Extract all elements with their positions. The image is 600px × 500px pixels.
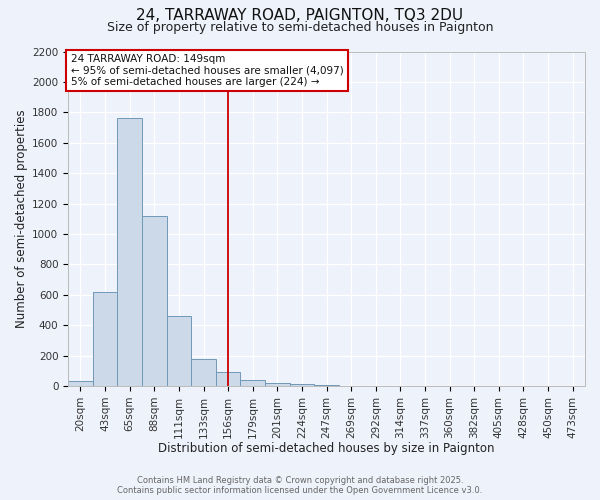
Bar: [314, 385, 339, 386]
Bar: [93, 292, 118, 386]
Text: 24 TARRAWAY ROAD: 149sqm
← 95% of semi-detached houses are smaller (4,097)
5% of: 24 TARRAWAY ROAD: 149sqm ← 95% of semi-d…: [71, 54, 343, 87]
Bar: [191, 358, 216, 386]
Bar: [290, 384, 314, 386]
Text: 24, TARRAWAY ROAD, PAIGNTON, TQ3 2DU: 24, TARRAWAY ROAD, PAIGNTON, TQ3 2DU: [136, 8, 464, 22]
Y-axis label: Number of semi-detached properties: Number of semi-detached properties: [15, 110, 28, 328]
Bar: [68, 382, 93, 386]
Bar: [265, 383, 290, 386]
Text: Size of property relative to semi-detached houses in Paignton: Size of property relative to semi-detach…: [107, 21, 493, 34]
Bar: [241, 380, 265, 386]
Bar: [216, 372, 241, 386]
Bar: [118, 118, 142, 386]
Bar: [142, 216, 167, 386]
X-axis label: Distribution of semi-detached houses by size in Paignton: Distribution of semi-detached houses by …: [158, 442, 495, 455]
Text: Contains HM Land Registry data © Crown copyright and database right 2025.
Contai: Contains HM Land Registry data © Crown c…: [118, 476, 482, 495]
Bar: [167, 316, 191, 386]
